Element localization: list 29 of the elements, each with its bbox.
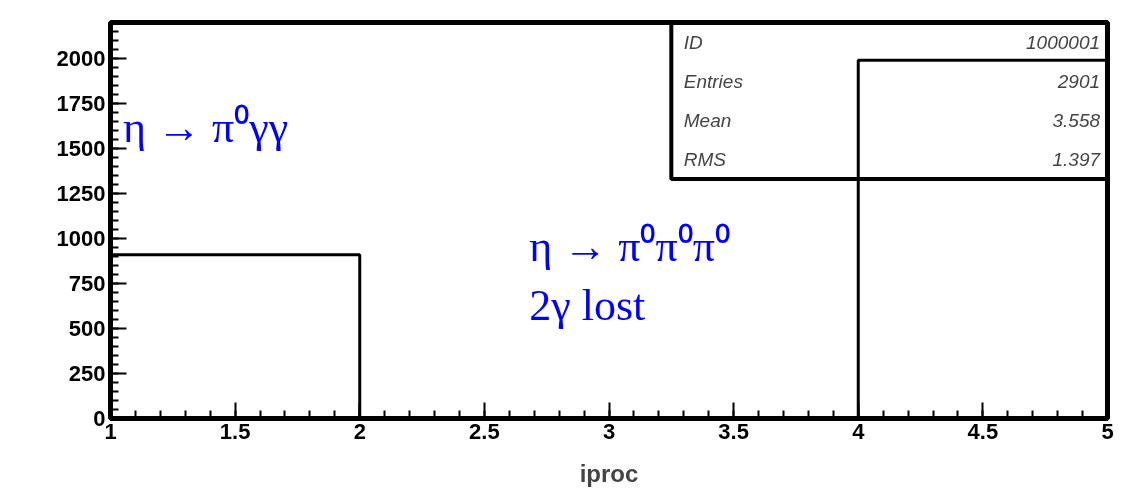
x-tick-label: 2.5 xyxy=(469,418,500,444)
y-tick-label: 750 xyxy=(68,271,106,296)
x-axis-title: iproc xyxy=(579,459,639,487)
y-tick-label: 1500 xyxy=(56,136,106,161)
x-tick-label: 2 xyxy=(353,418,366,444)
x-tick-label: 4 xyxy=(852,418,866,444)
annotation: RMS xyxy=(683,149,727,171)
annotation: Entries xyxy=(683,70,744,92)
x-tick-label: 3 xyxy=(602,418,616,444)
y-tick-label: 0 xyxy=(93,406,106,431)
annotation: 3.558 xyxy=(1052,109,1101,131)
y-tick-label: 250 xyxy=(68,361,106,386)
x-tick-label: 1 xyxy=(104,418,117,444)
annotation: Mean xyxy=(683,109,732,131)
x-tick-label: 3.5 xyxy=(718,418,749,444)
annotation: η → π⁰γγ xyxy=(122,103,289,153)
annotation: 1.397 xyxy=(1052,149,1102,171)
x-tick-label: 1.5 xyxy=(219,418,251,444)
y-tick-label: 2000 xyxy=(56,46,106,71)
x-tick-label: 5 xyxy=(1101,418,1114,444)
y-tick-label: 1000 xyxy=(56,226,106,251)
annotation: ID xyxy=(683,31,704,53)
annotation: η → π⁰π⁰π⁰ 2γ lost xyxy=(529,221,730,331)
y-tick-label: 1250 xyxy=(56,181,106,206)
annotation: 2901 xyxy=(1056,70,1101,92)
x-tick-label: 4.5 xyxy=(967,418,999,444)
annotation: 1000001 xyxy=(1026,31,1101,53)
y-tick-label: 500 xyxy=(68,316,106,341)
y-tick-label: 1750 xyxy=(56,91,106,116)
